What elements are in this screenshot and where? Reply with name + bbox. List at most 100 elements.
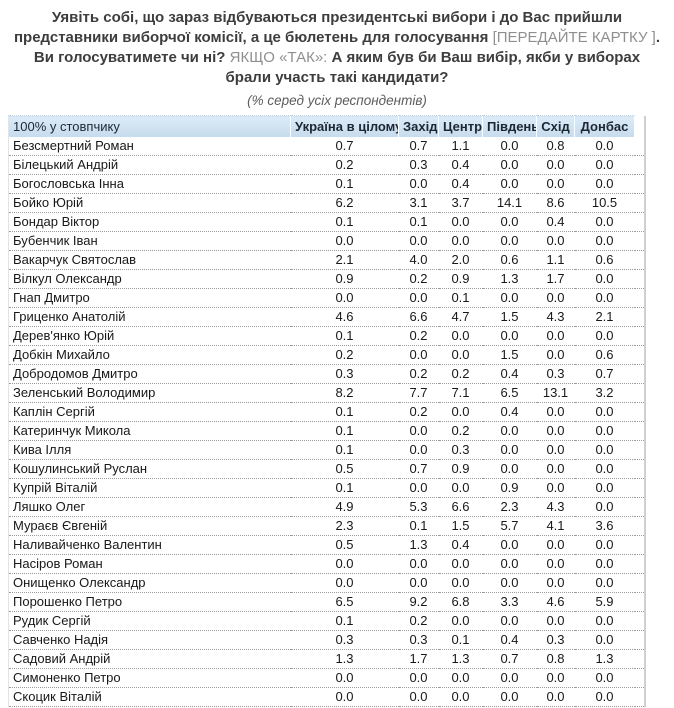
value-cell: 0.0 — [574, 326, 635, 346]
value-cell: 0.0 — [438, 687, 483, 707]
value-cell: 0.2 — [398, 402, 439, 422]
value-cell: 2.0 — [438, 250, 483, 270]
table-row: Рудик Сергій 0.1 0.2 0.0 0.0 0.0 0.0 — [8, 611, 645, 631]
value-cell: 0.0 — [290, 687, 399, 707]
value-cell: 0.0 — [482, 440, 537, 460]
value-cell: 0.0 — [482, 535, 537, 555]
value-cell: 0.0 — [438, 554, 483, 574]
value-cell: 0.0 — [574, 573, 635, 593]
column-header-south: Південь — [482, 115, 537, 137]
value-cell: 0.7 — [482, 649, 537, 669]
value-cell: 1.5 — [438, 516, 483, 536]
value-cell: 0.0 — [482, 326, 537, 346]
row-spacer-cell — [634, 364, 645, 384]
row-spacer-cell — [634, 326, 645, 346]
value-cell: 0.0 — [574, 630, 635, 650]
candidate-name-cell: Рудик Сергій — [8, 611, 291, 631]
value-cell: 0.2 — [290, 345, 399, 365]
row-spacer-cell — [634, 440, 645, 460]
value-cell: 1.5 — [482, 307, 537, 327]
value-cell: 5.9 — [574, 592, 635, 612]
value-cell: 2.1 — [290, 250, 399, 270]
value-cell: 0.0 — [438, 231, 483, 251]
value-cell: 0.0 — [482, 288, 537, 308]
value-cell: 0.1 — [290, 478, 399, 498]
value-cell: 13.1 — [536, 383, 575, 403]
value-cell: 0.0 — [574, 687, 635, 707]
column-header-west: Захід — [398, 115, 439, 137]
table-row: Кошулинський Руслан 0.5 0.7 0.9 0.0 0.0 0.0 — [8, 459, 645, 479]
value-cell: 2.3 — [290, 516, 399, 536]
value-cell: 0.0 — [574, 402, 635, 422]
candidate-name-cell: Кива Ілля — [8, 440, 291, 460]
table-row: Онищенко Олександр 0.0 0.0 0.0 0.0 0.0 0.0 — [8, 573, 645, 593]
value-cell: 0.0 — [482, 554, 537, 574]
poll-results-table: 100% у стовпчику Україна в цілому Захід … — [8, 115, 646, 707]
value-cell: 0.0 — [398, 573, 439, 593]
header-spacer-cell — [634, 115, 645, 137]
value-cell: 1.3 — [482, 269, 537, 289]
candidate-name-cell: Дерев'янко Юрій — [8, 326, 291, 346]
value-cell: 0.3 — [536, 364, 575, 384]
value-cell: 0.0 — [438, 402, 483, 422]
table-row: Насіров Роман 0.0 0.0 0.0 0.0 0.0 0.0 — [8, 554, 645, 574]
value-cell: 5.7 — [482, 516, 537, 536]
candidate-name-cell: Кошулинський Руслан — [8, 459, 291, 479]
value-cell: 0.1 — [398, 212, 439, 232]
candidate-name-cell: Гнап Дмитро — [8, 288, 291, 308]
value-cell: 0.0 — [290, 554, 399, 574]
row-spacer-cell — [634, 459, 645, 479]
value-cell: 0.0 — [290, 668, 399, 688]
value-cell: 0.0 — [482, 459, 537, 479]
value-cell: 1.3 — [290, 649, 399, 669]
table-header-row: 100% у стовпчику Україна в цілому Захід … — [8, 115, 645, 137]
value-cell: 0.1 — [438, 630, 483, 650]
value-cell: 0.9 — [438, 269, 483, 289]
value-cell: 0.0 — [574, 288, 635, 308]
table-row: Вілкул Олександр 0.9 0.2 0.9 1.3 1.7 0.0 — [8, 269, 645, 289]
value-cell: 0.0 — [398, 554, 439, 574]
value-cell: 0.0 — [574, 535, 635, 555]
value-cell: 1.3 — [574, 649, 635, 669]
value-cell: 0.2 — [438, 421, 483, 441]
table-row: Бубенчик Іван 0.0 0.0 0.0 0.0 0.0 0.0 — [8, 231, 645, 251]
row-spacer-cell — [634, 421, 645, 441]
row-spacer-cell — [634, 231, 645, 251]
value-cell: 0.0 — [536, 326, 575, 346]
value-cell: 0.7 — [398, 459, 439, 479]
value-cell: 0.1 — [398, 516, 439, 536]
value-cell: 6.5 — [482, 383, 537, 403]
table-row: Катеринчук Микола 0.1 0.0 0.2 0.0 0.0 0.0 — [8, 421, 645, 441]
value-cell: 4.6 — [536, 592, 575, 612]
candidate-name-cell: Наливайченко Валентин — [8, 535, 291, 555]
value-cell: 9.2 — [398, 592, 439, 612]
value-cell: 0.0 — [536, 668, 575, 688]
value-cell: 0.0 — [536, 174, 575, 194]
value-cell: 0.0 — [482, 668, 537, 688]
value-cell: 0.0 — [574, 478, 635, 498]
value-cell: 0.2 — [398, 269, 439, 289]
value-cell: 7.1 — [438, 383, 483, 403]
value-cell: 0.3 — [290, 364, 399, 384]
column-header-east: Схід — [536, 115, 575, 137]
value-cell: 0.0 — [574, 269, 635, 289]
value-cell: 0.0 — [438, 573, 483, 593]
value-cell: 0.0 — [438, 668, 483, 688]
value-cell: 1.7 — [398, 649, 439, 669]
column-header-center: Центр — [438, 115, 483, 137]
candidate-name-cell: Симоненко Петро — [8, 668, 291, 688]
value-cell: 0.4 — [482, 364, 537, 384]
value-cell: 0.0 — [536, 611, 575, 631]
value-cell: 0.0 — [398, 668, 439, 688]
value-cell: 4.6 — [290, 307, 399, 327]
table-row: Гриценко Анатолій 4.6 6.6 4.7 1.5 4.3 2.1 — [8, 307, 645, 327]
value-cell: 0.0 — [536, 288, 575, 308]
candidate-name-cell: Садовий Андрій — [8, 649, 291, 669]
value-cell: 0.0 — [398, 687, 439, 707]
survey-question: Уявіть собі, що зараз відбуваються прези… — [10, 8, 664, 88]
table-row: Ляшко Олег 4.9 5.3 6.6 2.3 4.3 0.0 — [8, 497, 645, 517]
candidate-name-cell: Вакарчук Святослав — [8, 250, 291, 270]
row-spacer-cell — [634, 516, 645, 536]
value-cell: 1.3 — [398, 535, 439, 555]
value-cell: 0.0 — [536, 554, 575, 574]
